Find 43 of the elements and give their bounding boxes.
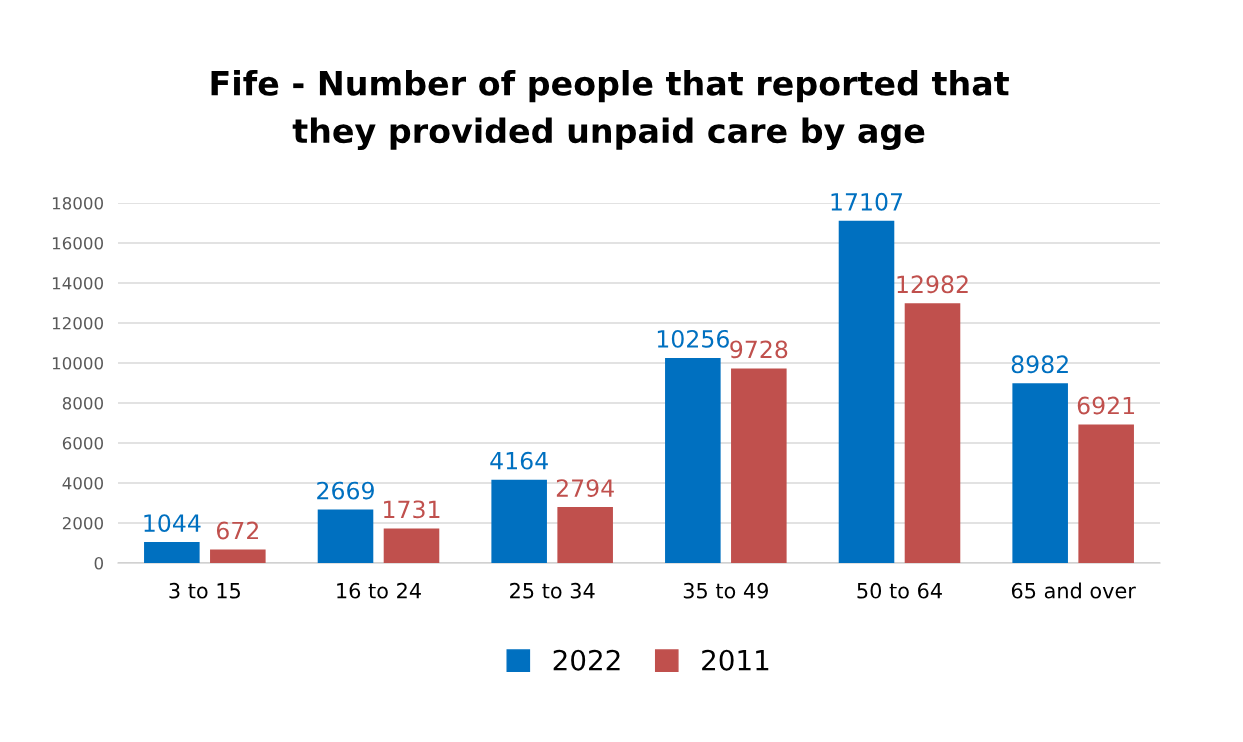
chart-title: Fife - Number of people that reported that they provided unpaid care by age [211, 70, 1009, 150]
legend-label: 2022 [553, 649, 620, 671]
bar [731, 368, 787, 563]
y-tick-label: 6000 [62, 436, 103, 450]
data-label: 1731 [384, 500, 440, 519]
bar [383, 528, 440, 563]
data-label: 2669 [317, 481, 374, 500]
y-tick-label: 18000 [52, 196, 103, 210]
bar [838, 220, 895, 563]
x-tick-label: 35 to 49 [683, 582, 768, 599]
data-label: 17107 [831, 192, 903, 211]
y-tick-label: 10000 [52, 356, 103, 370]
x-tick-label: 16 to 24 [337, 582, 421, 599]
x-tick-label: 50 to 64 [857, 582, 942, 599]
data-label: 672 [216, 521, 258, 540]
y-tick-label: 14000 [52, 276, 103, 290]
bar [904, 303, 961, 563]
legend-label: 2011 [702, 649, 769, 671]
bar [557, 507, 613, 563]
bar [1078, 424, 1134, 563]
data-label: 2794 [556, 479, 614, 497]
y-tick-label: 2000 [62, 516, 103, 530]
data-label: 6921 [1077, 396, 1135, 415]
y-tick-label: 12000 [52, 316, 103, 330]
y-tick-label: 4000 [62, 476, 103, 490]
bar [1012, 383, 1068, 563]
y-tick-label: 0 [94, 556, 103, 570]
data-label: 9728 [730, 340, 788, 359]
bar [665, 357, 721, 563]
x-tick-label: 3 to 15 [169, 582, 240, 599]
x-tick-label: 25 to 34 [510, 582, 595, 599]
data-label: 8982 [1011, 355, 1068, 374]
data-label: 1044 [144, 514, 201, 532]
bar [491, 479, 547, 563]
data-label: 10256 [657, 329, 729, 348]
y-tick-label: 16000 [52, 236, 103, 250]
x-tick-label: 65 and over [1011, 582, 1136, 599]
bar [210, 549, 266, 563]
bar [144, 542, 200, 563]
data-label: 4164 [490, 451, 548, 470]
data-label: 12982 [897, 275, 968, 294]
bar [317, 509, 374, 563]
y-tick-label: 8000 [62, 396, 103, 410]
